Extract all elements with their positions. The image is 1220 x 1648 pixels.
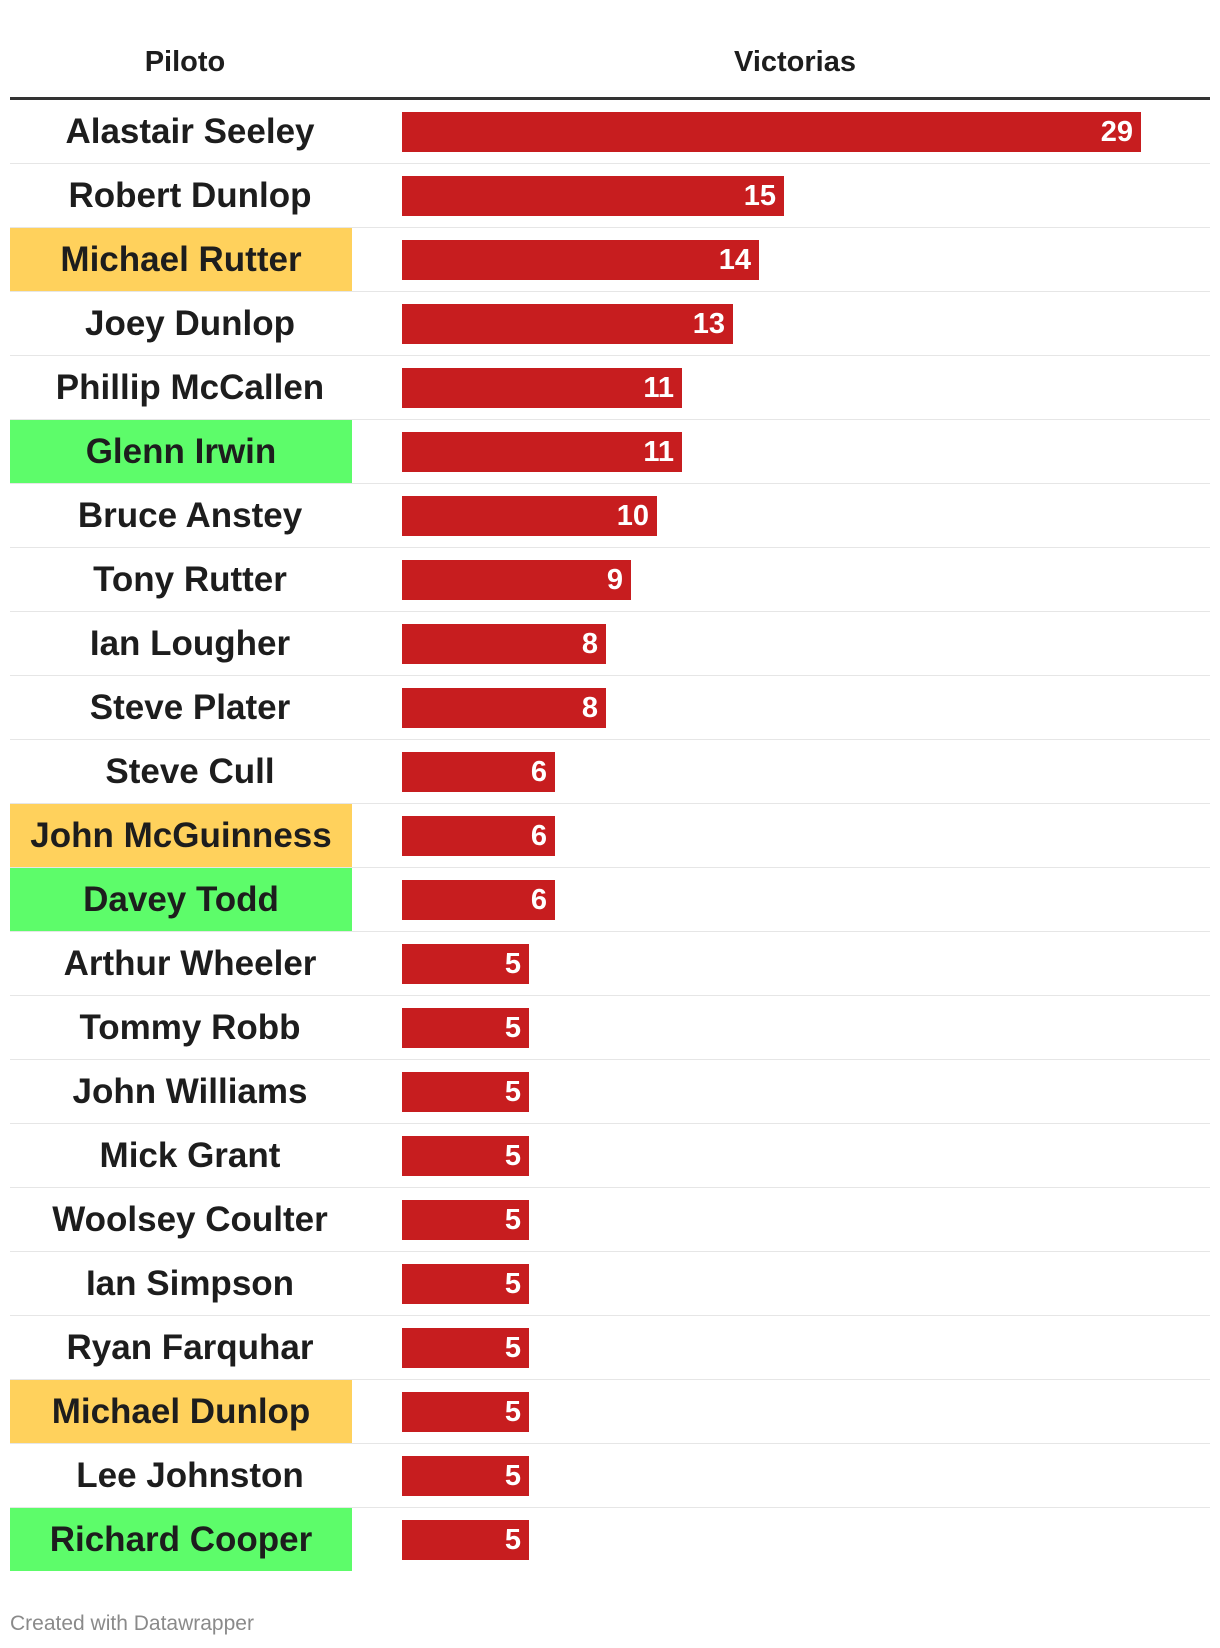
pilot-name: Alastair Seeley — [65, 111, 315, 151]
table-row: Bruce Anstey 10 — [10, 484, 1210, 548]
table-row: Davey Todd 6 — [10, 868, 1210, 932]
pilot-name: Phillip McCallen — [55, 367, 325, 407]
wins-value-label: 9 — [606, 563, 623, 596]
pilot-name: Tony Rutter — [93, 559, 287, 599]
wins-bar: 5 — [402, 1072, 529, 1112]
pilot-name: John Williams — [72, 1071, 308, 1111]
table-header: Piloto Victorias — [10, 0, 1210, 100]
wins-bar: 5 — [402, 1456, 529, 1496]
table-row: Richard Cooper 5 — [10, 1508, 1210, 1572]
table-row: Steve Plater 8 — [10, 676, 1210, 740]
wins-bar: 6 — [402, 752, 555, 792]
wins-value-label: 5 — [504, 1331, 521, 1364]
pilot-name: Glenn Irwin — [10, 420, 352, 483]
wins-value-label: 11 — [643, 371, 674, 404]
wins-bar: 5 — [402, 1200, 529, 1240]
wins-value-label: 14 — [718, 243, 751, 276]
wins-bar: 6 — [402, 880, 555, 920]
pilot-name: John McGuinness — [10, 804, 352, 867]
wins-value-label: 5 — [504, 1395, 521, 1428]
wins-value-label: 13 — [692, 307, 725, 340]
wins-bar: 29 — [402, 112, 1141, 152]
wins-bar: 5 — [402, 1136, 529, 1176]
table-row: Michael Dunlop 5 — [10, 1380, 1210, 1444]
table-row: Ian Lougher 8 — [10, 612, 1210, 676]
wins-bar: 13 — [402, 304, 733, 344]
wins-bar: 15 — [402, 176, 784, 216]
table-row: Robert Dunlop 15 — [10, 164, 1210, 228]
pilot-name: Michael Dunlop — [10, 1380, 352, 1443]
wins-value-label: 8 — [581, 691, 598, 724]
table-row: John Williams 5 — [10, 1060, 1210, 1124]
wins-bar: 9 — [402, 560, 631, 600]
table-row: Joey Dunlop 13 — [10, 292, 1210, 356]
wins-bar: 8 — [402, 624, 606, 664]
wins-bar: 5 — [402, 944, 529, 984]
wins-bar: 5 — [402, 1392, 529, 1432]
wins-value-label: 8 — [581, 627, 598, 660]
table-row: Ian Simpson 5 — [10, 1252, 1210, 1316]
pilot-name: Arthur Wheeler — [63, 943, 317, 983]
pilot-name: Woolsey Coulter — [52, 1199, 328, 1239]
wins-bar: 6 — [402, 816, 555, 856]
table-row: Woolsey Coulter 5 — [10, 1188, 1210, 1252]
column-header-pilot: Piloto — [144, 46, 226, 78]
table-row: Ryan Farquhar 5 — [10, 1316, 1210, 1380]
pilot-name: Richard Cooper — [10, 1508, 352, 1571]
table-row: Alastair Seeley 29 — [10, 100, 1210, 164]
pilot-name: Tommy Robb — [79, 1007, 301, 1047]
wins-bar: 5 — [402, 1520, 529, 1560]
wins-value-label: 5 — [504, 1523, 521, 1556]
wins-value-label: 5 — [504, 1203, 521, 1236]
wins-value-label: 5 — [504, 1139, 521, 1172]
wins-bar: 14 — [402, 240, 759, 280]
wins-value-label: 10 — [616, 499, 649, 532]
column-header-wins: Victorias — [734, 46, 856, 78]
pilot-name: Robert Dunlop — [68, 175, 312, 215]
pilot-name: Bruce Anstey — [77, 495, 303, 535]
wins-value-label: 6 — [530, 883, 547, 916]
wins-bar: 5 — [402, 1264, 529, 1304]
wins-value-label: 29 — [1100, 115, 1133, 148]
wins-value-label: 5 — [504, 1011, 521, 1044]
table-row: Steve Cull 6 — [10, 740, 1210, 804]
pilot-name: Joey Dunlop — [84, 303, 296, 343]
wins-value-label: 6 — [530, 819, 547, 852]
table-row: Tony Rutter 9 — [10, 548, 1210, 612]
wins-bar: 5 — [402, 1008, 529, 1048]
table-row: Mick Grant 5 — [10, 1124, 1210, 1188]
table-row: Phillip McCallen 11 — [10, 356, 1210, 420]
pilot-name: Ryan Farquhar — [66, 1327, 314, 1367]
table-row: John McGuinness 6 — [10, 804, 1210, 868]
pilot-name: Steve Plater — [89, 687, 291, 727]
wins-bar: 11 — [402, 368, 682, 408]
wins-bar: 8 — [402, 688, 606, 728]
pilot-name: Lee Johnston — [76, 1455, 304, 1495]
pilot-name: Davey Todd — [10, 868, 352, 931]
table-row: Michael Rutter 14 — [10, 228, 1210, 292]
wins-value-label: 6 — [530, 755, 547, 788]
table-body: Alastair Seeley 29 Robert Dunlop 15 Michael … — [10, 100, 1210, 1572]
wins-bar: 11 — [402, 432, 682, 472]
wins-value-label: 11 — [643, 435, 674, 468]
table-row: Lee Johnston 5 — [10, 1444, 1210, 1508]
table-row: Glenn Irwin 11 — [10, 420, 1210, 484]
pilot-name: Ian Lougher — [89, 623, 291, 663]
footer-credit: Created with Datawrapper — [10, 1612, 254, 1635]
wins-bar: 5 — [402, 1328, 529, 1368]
wins-value-label: 5 — [504, 1267, 521, 1300]
pilot-name: Michael Rutter — [10, 228, 352, 291]
pilot-name: Ian Simpson — [85, 1263, 295, 1303]
wins-value-label: 5 — [504, 1459, 521, 1492]
pilot-name: Mick Grant — [99, 1135, 281, 1175]
pilot-name: Steve Cull — [105, 751, 275, 791]
wins-value-label: 5 — [504, 1075, 521, 1108]
wins-value-label: 15 — [743, 179, 776, 212]
table-row: Tommy Robb 5 — [10, 996, 1210, 1060]
wins-bar: 10 — [402, 496, 657, 536]
table-row: Arthur Wheeler 5 — [10, 932, 1210, 996]
wins-value-label: 5 — [504, 947, 521, 980]
